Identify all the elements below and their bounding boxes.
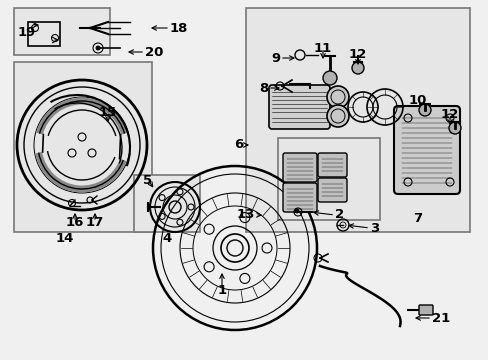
Text: 3: 3 [369, 221, 379, 234]
Text: 10: 10 [408, 94, 427, 107]
Text: 8: 8 [258, 81, 267, 94]
Circle shape [294, 209, 298, 213]
Circle shape [323, 71, 336, 85]
Bar [245, 8, 469, 232]
Circle shape [448, 122, 460, 134]
Text: 18: 18 [170, 22, 188, 35]
Text: 12: 12 [348, 49, 366, 62]
Text: 6: 6 [233, 139, 243, 152]
Circle shape [326, 86, 348, 108]
Text: 11: 11 [313, 41, 331, 54]
FancyBboxPatch shape [393, 106, 459, 194]
Bar [28, 22, 60, 46]
Bar [278, 138, 379, 220]
Text: 14: 14 [56, 231, 74, 244]
Text: 9: 9 [270, 51, 280, 64]
Circle shape [326, 105, 348, 127]
Bar [134, 175, 200, 232]
Text: 17: 17 [86, 216, 104, 229]
Text: 5: 5 [143, 174, 152, 186]
Text: 7: 7 [412, 211, 422, 225]
Text: 2: 2 [334, 208, 344, 221]
Text: 21: 21 [431, 311, 449, 324]
Text: 13: 13 [236, 208, 254, 221]
Circle shape [351, 62, 363, 74]
Circle shape [96, 46, 100, 50]
FancyBboxPatch shape [317, 178, 346, 202]
Text: 20: 20 [145, 45, 163, 58]
Text: 19: 19 [18, 26, 36, 39]
Bar [14, 62, 152, 232]
FancyBboxPatch shape [418, 305, 432, 315]
FancyBboxPatch shape [268, 85, 329, 129]
Text: 4: 4 [162, 231, 171, 244]
Text: 1: 1 [217, 284, 226, 297]
Circle shape [418, 104, 430, 116]
FancyBboxPatch shape [283, 153, 316, 182]
FancyBboxPatch shape [283, 183, 316, 212]
Text: 12: 12 [440, 108, 458, 122]
Text: 15: 15 [99, 105, 117, 118]
Text: 16: 16 [66, 216, 84, 229]
FancyBboxPatch shape [317, 153, 346, 177]
Bar [14, 8, 110, 55]
